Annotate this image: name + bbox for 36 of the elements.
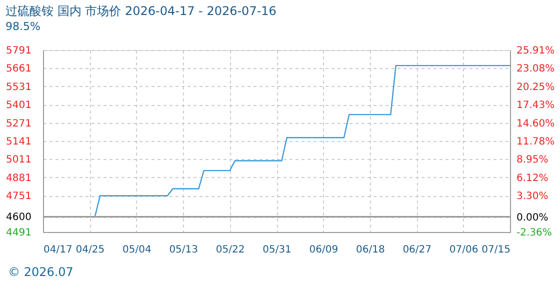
x-tick-label: 05/13 <box>169 244 198 256</box>
x-tick-label: 07/15 <box>482 244 510 256</box>
y-tick-label: 5661 <box>6 64 32 75</box>
y2-tick-label: 0.00% <box>516 212 548 224</box>
y2-tick-label: 11.78% <box>516 136 555 148</box>
text: © 2026.07 <box>8 265 74 279</box>
y-tick-label: 5401 <box>6 100 32 112</box>
y2-tick-label: 20.25% <box>516 82 555 93</box>
y2-tick-label: 8.95% <box>516 154 548 166</box>
y2-tick-label: 14.60% <box>516 118 555 130</box>
y-tick-label: 5011 <box>6 154 32 166</box>
x-tick-label: 06/09 <box>309 244 338 256</box>
x-tick-label: 07/06 <box>449 244 478 256</box>
y2-tick-label: 17.43% <box>516 100 555 112</box>
chart-title: 过硫酸铵 国内 市场价 2026-04-17 - 2026-07-16 <box>6 4 276 18</box>
x-tick-label: 05/22 <box>216 244 245 256</box>
y-tick-label: 4751 <box>6 191 32 202</box>
x-tick-label: 04/17 <box>44 244 72 256</box>
y2-tick-label: 6.12% <box>516 172 548 184</box>
y-tick-label: 4491 <box>6 228 32 238</box>
y-tick-label: 5791 <box>6 46 32 56</box>
chart-subtitle: 98.5% <box>6 20 41 33</box>
y2-tick-label: 3.30% <box>516 191 548 202</box>
x-tick-label: 06/27 <box>402 244 432 256</box>
x-tick-label: 06/18 <box>356 244 385 256</box>
x-tick-label: 05/04 <box>122 244 152 256</box>
x-tick-label: 05/31 <box>262 244 292 256</box>
y2-tick-label: 23.08% <box>516 64 555 75</box>
y-tick-label: 5531 <box>6 82 32 93</box>
y2-tick-label: 25.91% <box>516 46 555 56</box>
y-tick-label: 4600 <box>6 212 32 224</box>
y-tick-label: 4881 <box>6 172 32 184</box>
y2-tick-label: -2.36% <box>516 228 552 238</box>
x-tick-label: 04/25 <box>76 244 105 256</box>
y-tick-label: 5141 <box>6 136 32 148</box>
y-tick-label: 5271 <box>6 118 32 130</box>
